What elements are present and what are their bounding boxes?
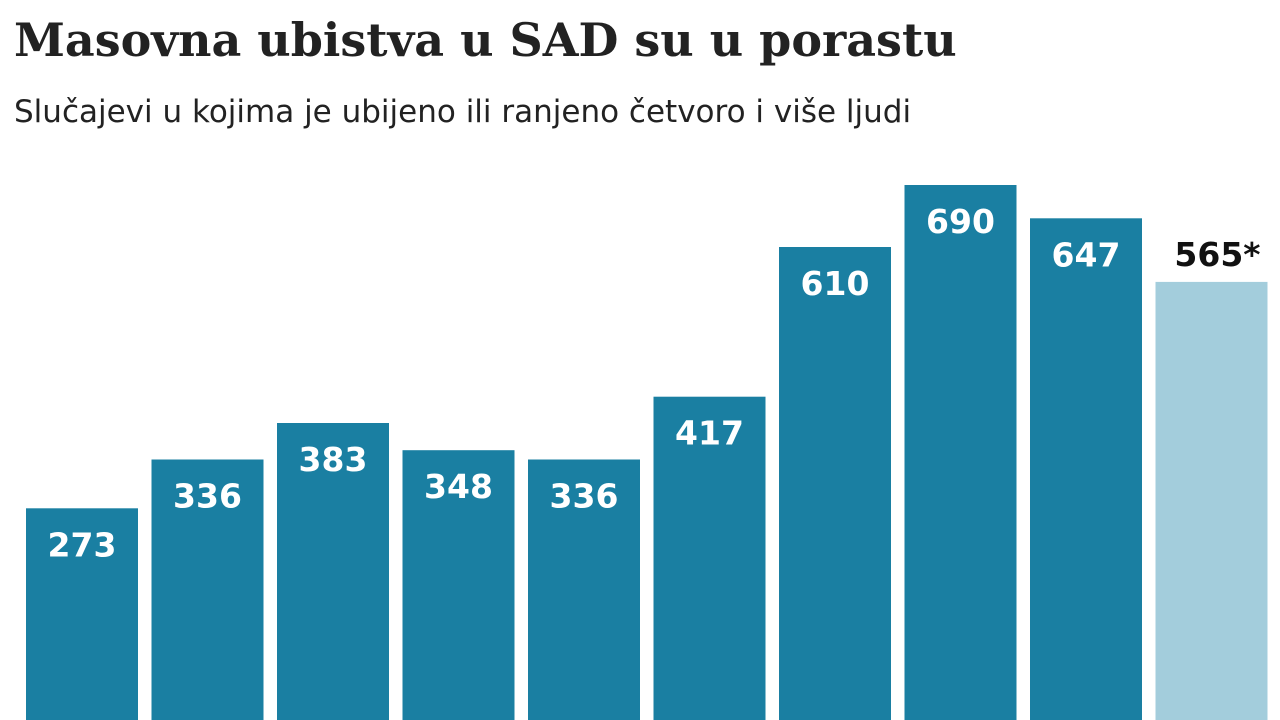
bar-1	[26, 508, 138, 720]
labels-layer: 273 336 383 348 336 417 610 690 647 565*	[48, 202, 1261, 564]
bar-8	[904, 185, 1017, 720]
bar-value-label-6: 417	[675, 414, 744, 453]
chart-subtitle: Slučajevi u kojima je ubijeno ili ranjen…	[14, 94, 912, 130]
bar-4	[402, 450, 515, 720]
bar-value-label-2: 336	[173, 477, 242, 516]
bar-7	[779, 247, 891, 720]
bar-value-label-9: 647	[1052, 235, 1121, 274]
bar-value-label-7: 610	[801, 264, 870, 303]
bar-value-label-8: 690	[926, 202, 995, 241]
chart-title: Masovna ubistva u SAD su u porastu	[14, 13, 957, 67]
bar-value-label-10: 565*	[1174, 235, 1260, 274]
bar-value-label-5: 336	[550, 477, 619, 516]
bar-2	[151, 459, 264, 720]
bar-6	[653, 396, 766, 720]
bar-9	[1030, 218, 1142, 720]
bar-value-label-4: 348	[424, 467, 493, 506]
bar-value-label-3: 383	[299, 440, 368, 479]
bar-10	[1155, 281, 1268, 720]
bars-layer	[26, 185, 1268, 720]
bar-value-label-1: 273	[48, 525, 117, 564]
bar-5	[528, 459, 640, 720]
bar-3	[277, 423, 389, 720]
